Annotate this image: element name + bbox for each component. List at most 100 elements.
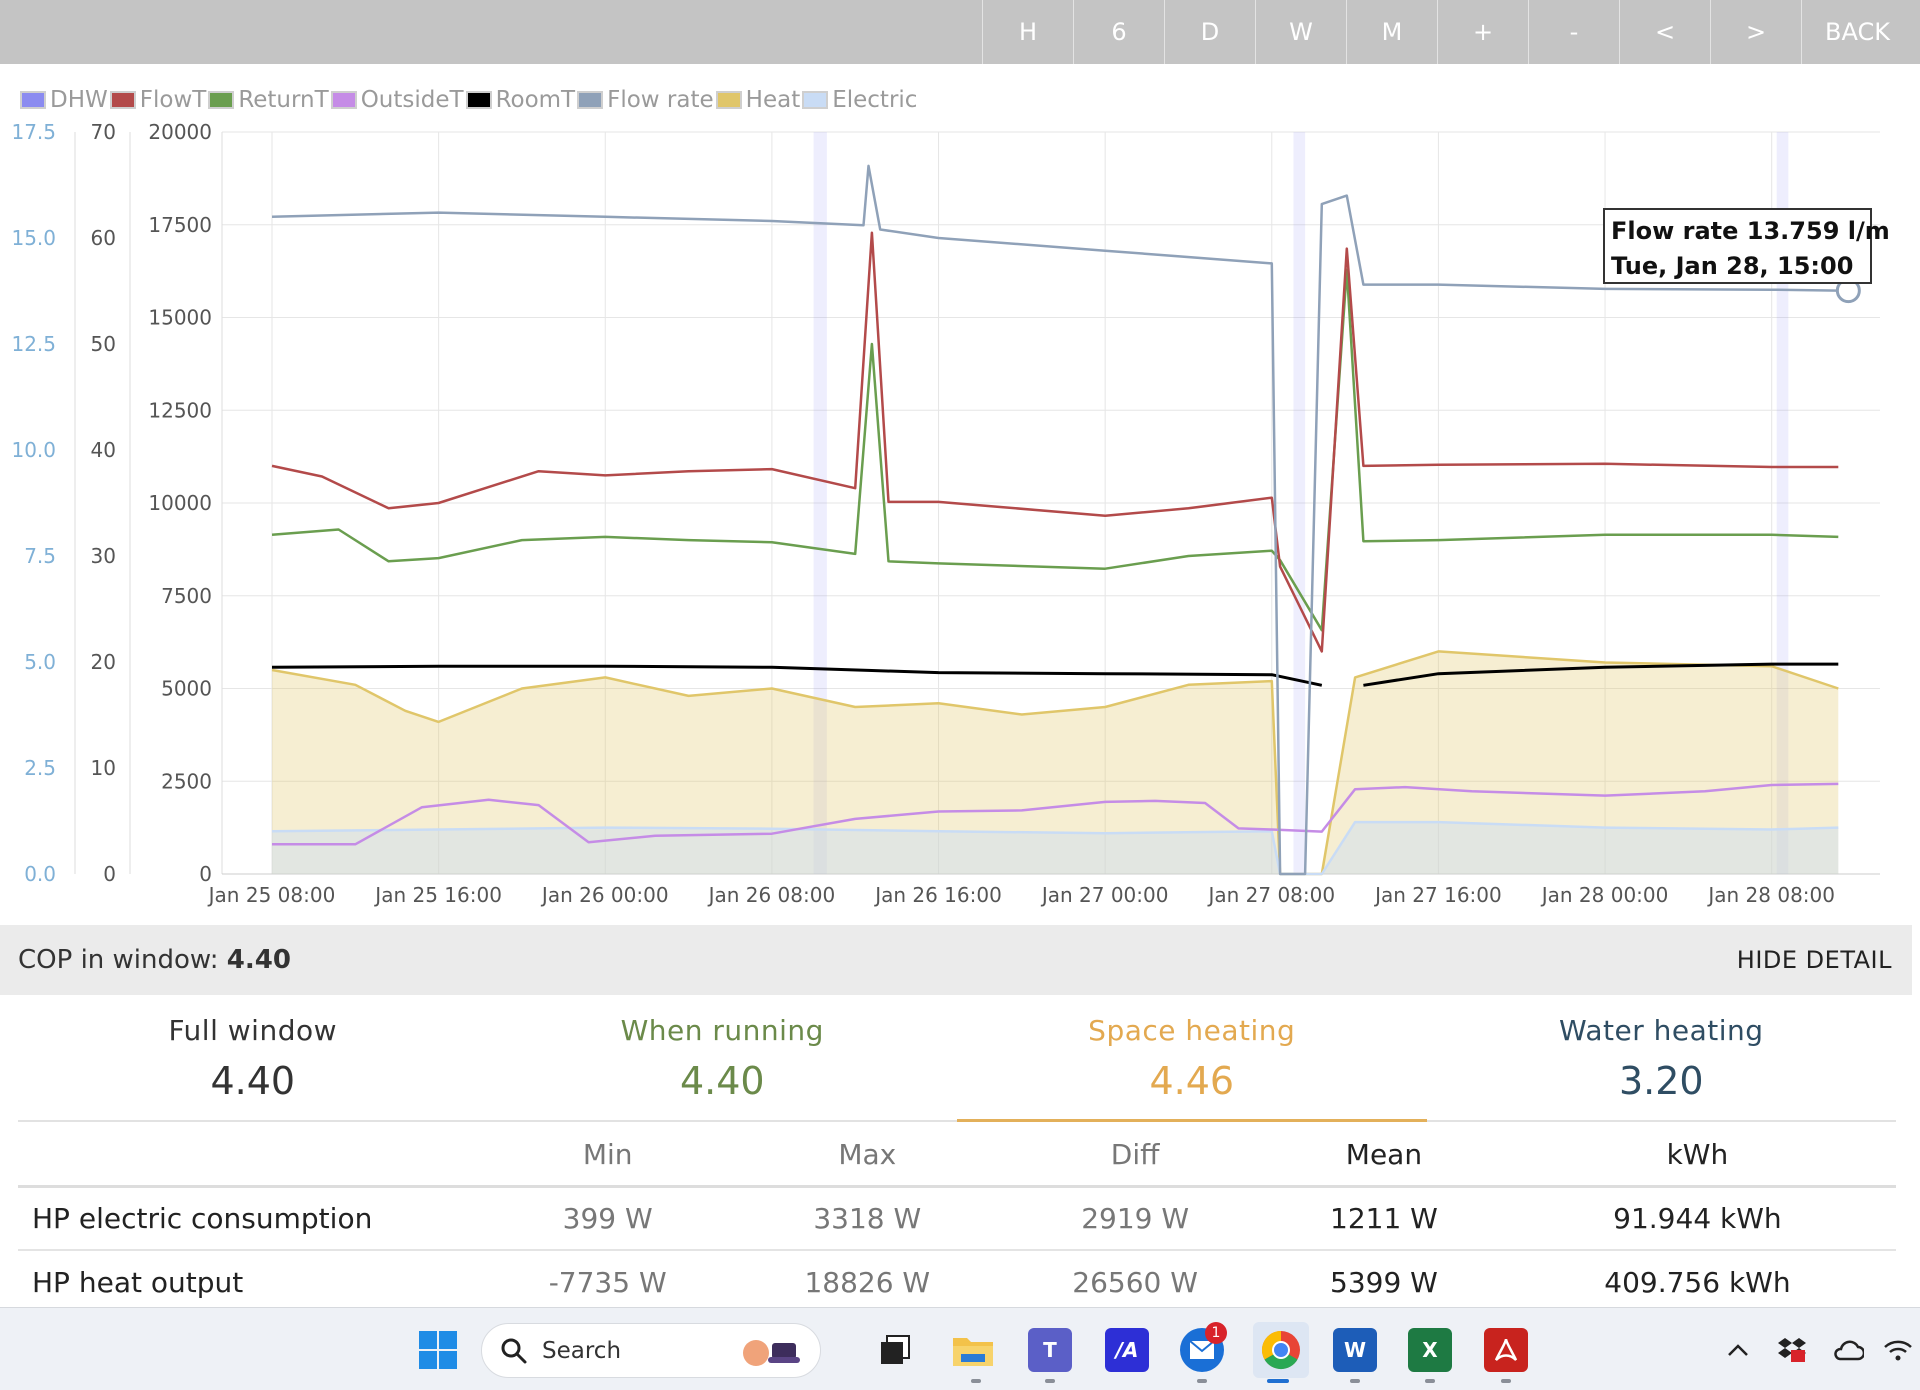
wifi-icon[interactable] xyxy=(1880,1328,1916,1372)
cell-max: 18826 W xyxy=(733,1250,1002,1315)
windows-start-icon[interactable] xyxy=(416,1328,460,1372)
roomt-series-line xyxy=(271,664,1323,687)
chrome-icon[interactable] xyxy=(1253,1322,1309,1378)
flow-axis-tick-label: 12.5 xyxy=(11,332,56,356)
summary-value: 4.40 xyxy=(679,1059,765,1103)
table-header-row: Min Max Diff Mean kWh xyxy=(18,1124,1896,1188)
summary-title: When running xyxy=(620,1014,824,1047)
legend-swatch xyxy=(330,91,357,109)
x-axis-tick-label: Jan 27 16:00 xyxy=(1373,883,1502,907)
dhw-band xyxy=(1293,132,1306,874)
power-axis-tick-label: 7500 xyxy=(161,584,212,608)
day-button[interactable]: D xyxy=(1164,0,1255,64)
cop-bar: COP in window: 4.40 HIDE DETAIL xyxy=(0,925,1912,995)
cop-label: COP in window: xyxy=(18,945,227,975)
legend-item-outsidet[interactable]: OutsideT xyxy=(330,87,464,113)
temp-axis-tick-label: 0 xyxy=(103,862,116,886)
cop-summary-tabs: Full window 4.40 When running 4.40 Space… xyxy=(18,1000,1896,1122)
back-button[interactable]: BACK xyxy=(1801,0,1913,64)
x-axis-tick-label: Jan 25 16:00 xyxy=(373,883,502,907)
summary-value: 4.40 xyxy=(210,1059,296,1103)
temp-axis-tick-label: 50 xyxy=(91,332,116,356)
heatpump-chart[interactable]: 0.0 2.5 5.0 7.5 10.0 12.5 15.0 17.5 0 10 20 30 40 50 6… xyxy=(0,112,1920,912)
x-axis-tick-label: Jan 26 08:00 xyxy=(707,883,836,907)
task-view-icon[interactable] xyxy=(873,1328,917,1372)
onedrive-cloud-icon[interactable] xyxy=(1826,1328,1870,1372)
legend-item-flow-rate[interactable]: Flow rate xyxy=(577,87,714,113)
table-row: HP heat output -7735 W 18826 W 26560 W 5… xyxy=(18,1250,1896,1315)
returnt-series-line xyxy=(271,268,1839,632)
acrobat-icon[interactable] xyxy=(1484,1328,1528,1372)
six-hour-button[interactable]: 6 xyxy=(1073,0,1164,64)
month-button[interactable]: M xyxy=(1346,0,1437,64)
tab-full-window[interactable]: Full window 4.40 xyxy=(18,1000,488,1120)
flow-rate-series-line xyxy=(271,164,1839,876)
cell-kwh: 409.756 kWh xyxy=(1498,1250,1896,1315)
x-axis-tick-label: Jan 28 08:00 xyxy=(1706,883,1835,907)
cop-value: 4.40 xyxy=(226,945,291,975)
legend-item-flowt[interactable]: FlowT xyxy=(109,87,207,113)
file-explorer-icon[interactable] xyxy=(951,1328,995,1372)
mail-badge: 1 xyxy=(1205,1322,1227,1344)
word-icon[interactable]: W xyxy=(1333,1328,1377,1372)
flow-axis-tick-label: 10.0 xyxy=(11,438,56,462)
mail-app-icon[interactable] xyxy=(1180,1328,1224,1372)
heat-area xyxy=(272,651,1839,874)
outsidet-series-line xyxy=(272,782,1839,846)
temp-axis-tick-label: 70 xyxy=(91,120,116,144)
header-mean: Mean xyxy=(1269,1124,1499,1188)
legend-label: RoomT xyxy=(495,87,576,113)
roomt-series-line-continued xyxy=(1363,662,1839,687)
header-blank xyxy=(18,1124,482,1188)
hide-detail-button[interactable]: HIDE DETAIL xyxy=(1736,946,1892,974)
legend-swatch xyxy=(577,91,604,109)
cell-kwh: 91.944 kWh xyxy=(1498,1186,1896,1251)
legend-label: Heat xyxy=(745,87,801,113)
temp-axis-tick-label: 10 xyxy=(91,756,116,780)
legend-swatch xyxy=(208,91,235,109)
legend-item-dhw[interactable]: DHW xyxy=(20,87,108,113)
chart-legend: DHW FlowT ReturnT OutsideT RoomT Flow rate Hea… xyxy=(20,86,919,114)
power-axis-tick-label: 10000 xyxy=(148,491,212,515)
legend-label: FlowT xyxy=(139,87,207,113)
dropbox-tray-icon[interactable] xyxy=(1770,1328,1814,1372)
pan-left-button[interactable]: < xyxy=(1619,0,1710,64)
temp-axis-tick-label: 60 xyxy=(91,226,116,250)
week-button[interactable]: W xyxy=(1255,0,1346,64)
legend-label: Electric xyxy=(832,87,918,113)
tab-space-heating[interactable]: Space heating 4.46 xyxy=(957,1000,1427,1122)
excel-icon[interactable]: X xyxy=(1408,1328,1452,1372)
summary-title: Space heating xyxy=(1088,1014,1296,1047)
legend-item-roomt[interactable]: RoomT xyxy=(465,87,576,113)
flow-axis-tick-label: 7.5 xyxy=(24,544,56,568)
row-label: HP electric consumption xyxy=(18,1186,482,1251)
legend-item-electric[interactable]: Electric xyxy=(802,87,917,113)
tab-when-running[interactable]: When running 4.40 xyxy=(488,1000,958,1120)
header-diff: Diff xyxy=(1001,1124,1270,1188)
summary-title: Full window xyxy=(168,1014,337,1047)
legend-item-returnt[interactable]: ReturnT xyxy=(208,87,329,113)
show-hidden-icons-chevron-icon[interactable] xyxy=(1716,1328,1760,1372)
taskbar-search[interactable]: Search xyxy=(481,1323,821,1378)
zoom-out-button[interactable]: - xyxy=(1528,0,1619,64)
teams-running-indicator xyxy=(1045,1379,1055,1383)
tab-water-heating[interactable]: Water heating 3.20 xyxy=(1427,1000,1897,1120)
hour-button[interactable]: H xyxy=(982,0,1073,64)
cell-mean: 1211 W xyxy=(1269,1186,1499,1251)
teams-icon[interactable]: T xyxy=(1028,1328,1072,1372)
search-highlight-icon xyxy=(743,1340,800,1366)
legend-item-heat[interactable]: Heat xyxy=(715,87,801,113)
dhw-band xyxy=(813,132,827,874)
search-placeholder: Search xyxy=(542,1337,622,1364)
legend-swatch xyxy=(20,91,46,109)
app-icon[interactable]: /A xyxy=(1105,1328,1149,1372)
power-axis-tick-label: 0 xyxy=(199,862,212,886)
search-icon xyxy=(501,1338,527,1363)
flow-axis-tick-label: 15.0 xyxy=(11,226,56,250)
pan-right-button[interactable]: > xyxy=(1710,0,1801,64)
x-axis-tick-label: Jan 26 16:00 xyxy=(873,883,1002,907)
x-axis-tick-label: Jan 28 00:00 xyxy=(1540,883,1669,907)
zoom-in-button[interactable]: + xyxy=(1437,0,1528,64)
power-axis-tick-label: 15000 xyxy=(148,306,212,330)
power-axis-tick-label: 2500 xyxy=(161,769,212,793)
